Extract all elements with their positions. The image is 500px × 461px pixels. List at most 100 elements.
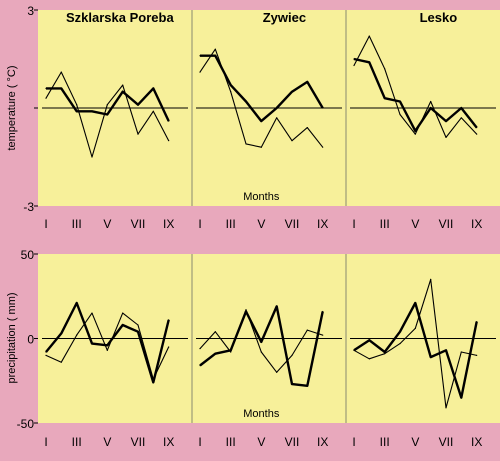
- x-tick-label: IX: [317, 435, 328, 449]
- data-point: [230, 351, 232, 353]
- data-point: [306, 329, 308, 331]
- data-point: [430, 100, 432, 103]
- data-point: [122, 84, 124, 86]
- x-tick-label: VII: [439, 435, 454, 449]
- data-point: [476, 321, 478, 323]
- data-point: [60, 361, 62, 363]
- data-point: [214, 48, 216, 50]
- x-tick-label: V: [103, 435, 111, 449]
- data-point: [460, 397, 462, 399]
- x-tick-label: I: [352, 217, 355, 231]
- x-tick-label: V: [411, 217, 419, 231]
- data-point: [368, 358, 370, 360]
- x-tick-label: VII: [439, 217, 454, 231]
- x-tick-label: IX: [471, 435, 482, 449]
- y-tick-label: 0: [27, 333, 34, 347]
- data-point: [476, 127, 478, 129]
- data-point: [91, 342, 93, 345]
- data-point: [45, 351, 47, 353]
- x-tick-label: V: [257, 435, 265, 449]
- y-tick-label: 50: [21, 248, 35, 262]
- data-point: [60, 332, 62, 335]
- y-axis-label: temperature ( °C): [6, 65, 18, 150]
- x-tick-label: III: [226, 435, 236, 449]
- x-tick-label: VII: [285, 435, 300, 449]
- x-tick-label: V: [103, 217, 111, 231]
- data-point: [460, 107, 462, 109]
- data-point: [430, 278, 432, 280]
- x-tick-label: I: [198, 217, 201, 231]
- data-point: [353, 58, 355, 60]
- x-tick-label: IX: [163, 217, 174, 231]
- data-point: [306, 385, 308, 387]
- data-point: [152, 87, 154, 89]
- panel-title: Szklarska Poreba: [66, 10, 174, 25]
- x-tick-label: III: [226, 217, 236, 231]
- x-axis-label: Months: [243, 191, 280, 203]
- data-point: [291, 354, 293, 356]
- panel-title: Zywiec: [263, 10, 306, 25]
- data-point: [368, 61, 370, 63]
- panel-title: Lesko: [420, 10, 458, 25]
- data-point: [306, 81, 308, 83]
- data-point: [384, 353, 386, 355]
- data-point: [214, 353, 216, 355]
- data-point: [199, 71, 201, 73]
- data-point: [414, 130, 416, 132]
- data-point: [214, 331, 216, 333]
- x-tick-label: I: [198, 435, 201, 449]
- data-point: [384, 97, 386, 99]
- data-point: [291, 383, 293, 385]
- data-point: [122, 312, 124, 314]
- x-axis-label: Months: [243, 408, 280, 420]
- data-point: [353, 349, 355, 351]
- data-point: [445, 120, 447, 122]
- data-point: [260, 351, 262, 353]
- data-point: [414, 327, 416, 329]
- data-point: [460, 117, 462, 119]
- data-point: [199, 55, 201, 57]
- y-axis-label: precipitation ( mm): [6, 292, 18, 383]
- data-point: [91, 312, 93, 314]
- data-point: [76, 104, 78, 106]
- y-tick-label: -3: [23, 200, 34, 214]
- data-point: [368, 35, 370, 37]
- data-point: [276, 107, 278, 109]
- data-point: [245, 100, 247, 103]
- x-tick-label: I: [44, 217, 47, 231]
- x-tick-label: I: [352, 435, 355, 449]
- data-point: [106, 113, 108, 116]
- data-point: [152, 378, 154, 380]
- data-point: [322, 146, 324, 148]
- x-tick-label: V: [257, 217, 265, 231]
- data-point: [445, 136, 447, 138]
- data-point: [445, 349, 447, 351]
- x-tick-label: IX: [163, 435, 174, 449]
- data-point: [430, 107, 432, 109]
- data-point: [214, 55, 216, 57]
- data-point: [384, 68, 386, 70]
- data-point: [291, 140, 293, 142]
- x-tick-label: VII: [131, 435, 146, 449]
- data-point: [245, 309, 247, 311]
- data-point: [368, 339, 370, 341]
- data-point: [476, 354, 478, 356]
- data-point: [399, 113, 401, 116]
- data-point: [414, 133, 416, 135]
- data-point: [230, 84, 232, 86]
- data-point: [276, 371, 278, 373]
- data-point: [260, 120, 262, 122]
- data-point: [91, 110, 93, 112]
- data-point: [322, 334, 324, 336]
- data-point: [199, 364, 201, 367]
- data-point: [168, 140, 170, 142]
- data-point: [45, 354, 47, 356]
- data-point: [152, 381, 154, 384]
- x-tick-label: III: [72, 435, 82, 449]
- data-point: [122, 324, 124, 326]
- data-point: [168, 319, 170, 321]
- x-tick-label: IX: [317, 217, 328, 231]
- x-tick-label: III: [380, 435, 390, 449]
- data-point: [306, 127, 308, 129]
- data-point: [291, 91, 293, 93]
